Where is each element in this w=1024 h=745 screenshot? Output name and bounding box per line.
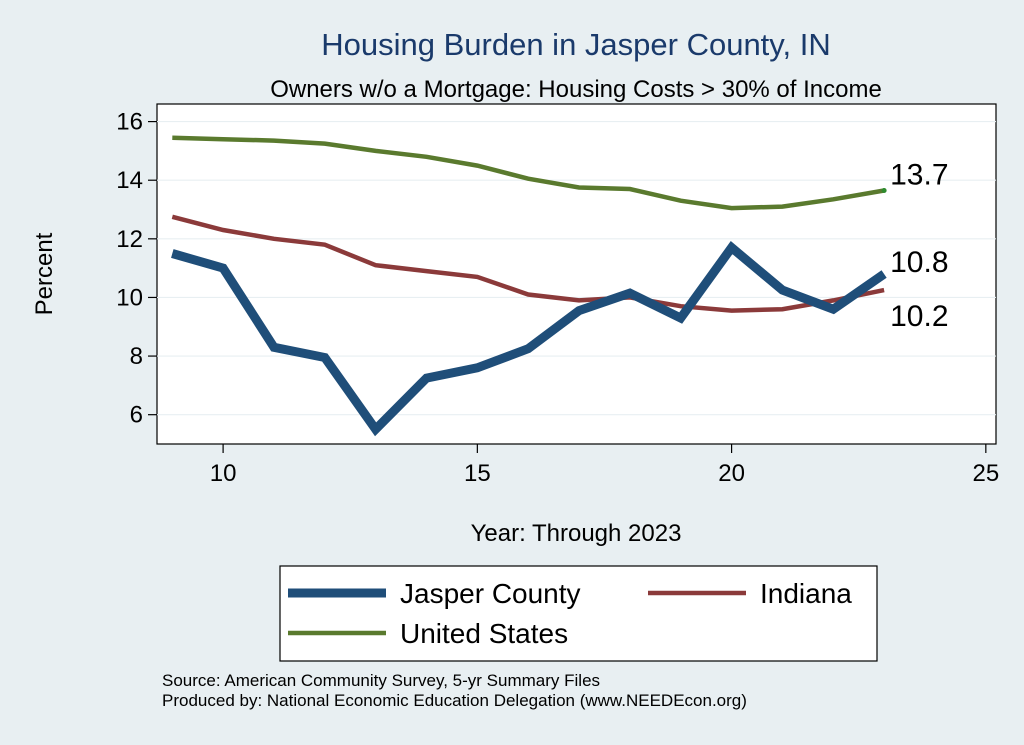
y-tick-label: 10: [116, 284, 143, 311]
legend-label-indiana: Indiana: [760, 578, 852, 609]
chart-subtitle: Owners w/o a Mortgage: Housing Costs > 3…: [270, 76, 882, 103]
legend: Jasper County Indiana United States: [288, 578, 852, 649]
x-tick-label: 25: [972, 460, 999, 487]
source-note: Source: American Community Survey, 5-yr …: [162, 671, 600, 690]
series-line-jasper-county: [171, 241, 887, 437]
end-label-indiana: 10.2: [890, 300, 948, 333]
legend-box: [279, 565, 878, 662]
end-label-united-states: 13.7: [890, 158, 948, 191]
series-line-indiana: [171, 214, 885, 313]
legend-label-jasper-county: Jasper County: [400, 578, 581, 609]
series-lines: [171, 135, 887, 437]
x-tick-label: 10: [210, 460, 237, 487]
x-axis-ticks: 10 15 20 25: [210, 444, 999, 487]
y-tick-label: 8: [130, 343, 143, 370]
y-tick-label: 14: [116, 167, 143, 194]
us-endpoint-marker: [881, 187, 887, 193]
end-labels: 10.8 10.2 13.7: [890, 158, 948, 333]
y-tick-label: 6: [130, 402, 143, 429]
x-tick-label: 15: [464, 460, 491, 487]
legend-label-united-states: United States: [400, 618, 568, 649]
plot-area: [156, 103, 997, 445]
end-label-jasper-county: 10.8: [890, 246, 948, 279]
x-tick-label: 20: [718, 460, 745, 487]
producer-note: Produced by: National Economic Education…: [162, 691, 747, 710]
y-axis-ticks: 6 8 10 12 14 16: [116, 109, 157, 429]
y-tick-label: 12: [116, 226, 143, 253]
y-axis-label: Percent: [31, 232, 58, 315]
series-line-united-states: [172, 135, 885, 211]
y-tick-label: 16: [116, 109, 143, 136]
chart-title: Housing Burden in Jasper County, IN: [321, 27, 830, 62]
x-axis-label: Year: Through 2023: [471, 520, 682, 547]
